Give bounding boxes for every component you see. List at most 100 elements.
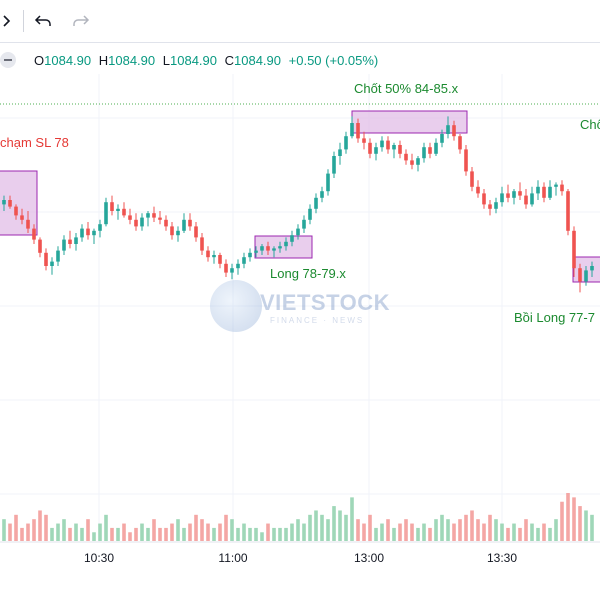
candle-body — [104, 202, 108, 225]
volume-bar — [110, 527, 114, 541]
candle — [512, 189, 516, 205]
high-label: H — [98, 53, 109, 68]
candle — [200, 233, 204, 255]
volume-bar — [362, 523, 366, 541]
candle — [428, 142, 432, 159]
candle — [488, 200, 492, 216]
candle — [356, 118, 360, 143]
volume-bar — [410, 523, 414, 541]
candle-body — [518, 191, 522, 196]
collapse-legend-icon[interactable] — [0, 52, 16, 68]
candle-body — [542, 186, 546, 198]
candle-body — [272, 248, 276, 251]
volume-bar — [488, 514, 492, 541]
candle-body — [494, 202, 498, 209]
candle-body — [584, 270, 588, 282]
watermark-brand: VIETSTOCK — [260, 290, 391, 315]
candle-body — [140, 217, 144, 227]
candle — [320, 186, 324, 203]
candle — [326, 169, 330, 196]
candle-body — [512, 191, 516, 198]
volume-bar — [200, 519, 204, 541]
candle — [506, 184, 510, 203]
volume-bar — [452, 523, 456, 541]
volume-bar — [350, 497, 354, 541]
candle-body — [386, 140, 390, 150]
volume-bar — [218, 523, 222, 541]
candle — [518, 182, 522, 200]
candle — [380, 136, 384, 152]
candle — [248, 248, 252, 262]
candle — [554, 182, 558, 196]
candle — [206, 246, 210, 262]
volume-bar — [518, 527, 522, 541]
volume-bar — [26, 523, 30, 541]
volume-bar — [92, 532, 96, 541]
candle-body — [356, 123, 360, 139]
chevron-right-icon[interactable] — [0, 8, 14, 34]
candle-body — [170, 226, 174, 236]
candle-body — [164, 219, 168, 227]
candle-body — [482, 193, 486, 205]
x-tick-label: 10:30 — [83, 551, 115, 565]
sl-box — [0, 170, 38, 236]
volume-bar — [500, 523, 504, 541]
candle-body — [374, 147, 378, 154]
candle-body — [218, 255, 222, 264]
volume-bar — [146, 527, 150, 541]
volume-bar — [542, 523, 546, 541]
candle-body — [122, 208, 126, 216]
candle — [284, 237, 288, 251]
candle — [476, 180, 480, 198]
candle-body — [530, 193, 534, 205]
candle — [338, 142, 342, 165]
volume-bar — [536, 527, 540, 541]
candle-body — [554, 184, 558, 187]
candle-body — [464, 149, 468, 172]
candle — [44, 248, 48, 271]
volume-bar — [176, 519, 180, 541]
candle — [74, 233, 78, 251]
candle — [8, 195, 12, 209]
volume-bar — [476, 519, 480, 541]
candle-body — [566, 191, 570, 231]
volume-bar — [164, 527, 168, 541]
candle — [296, 224, 300, 240]
volume-bar — [290, 523, 294, 541]
candle-body — [476, 186, 480, 194]
volume-bar — [140, 523, 144, 541]
candle-body — [44, 252, 48, 266]
volume-bar — [206, 523, 210, 541]
highlight-boxes — [0, 110, 600, 283]
candle — [560, 180, 564, 196]
volume-bar — [236, 527, 240, 541]
candle-body — [80, 228, 84, 238]
candle — [182, 213, 186, 233]
candle-body — [176, 230, 180, 236]
x-tick-label: 13:30 — [486, 551, 518, 565]
undo-icon[interactable] — [30, 8, 56, 34]
candle — [230, 263, 234, 280]
candle — [104, 197, 108, 227]
annotation-sl: chạm SL 78 — [0, 135, 69, 150]
candle-body — [98, 224, 102, 231]
close-label: C — [224, 53, 235, 68]
candle-body — [368, 142, 372, 154]
candle-body — [2, 200, 6, 205]
open-label: O — [34, 53, 45, 68]
volume-bar — [332, 506, 336, 541]
redo-icon[interactable] — [68, 8, 94, 34]
candle — [482, 189, 486, 209]
candle — [572, 226, 576, 277]
candle — [362, 131, 366, 150]
candle — [188, 213, 192, 231]
volume-bar — [464, 514, 468, 541]
volume-bar — [86, 519, 90, 541]
candle-body — [248, 252, 252, 258]
volume-bar — [386, 519, 390, 541]
candle — [164, 215, 168, 231]
volume-bar — [44, 514, 48, 541]
volume-bar — [80, 527, 84, 541]
volume-bar — [374, 527, 378, 541]
